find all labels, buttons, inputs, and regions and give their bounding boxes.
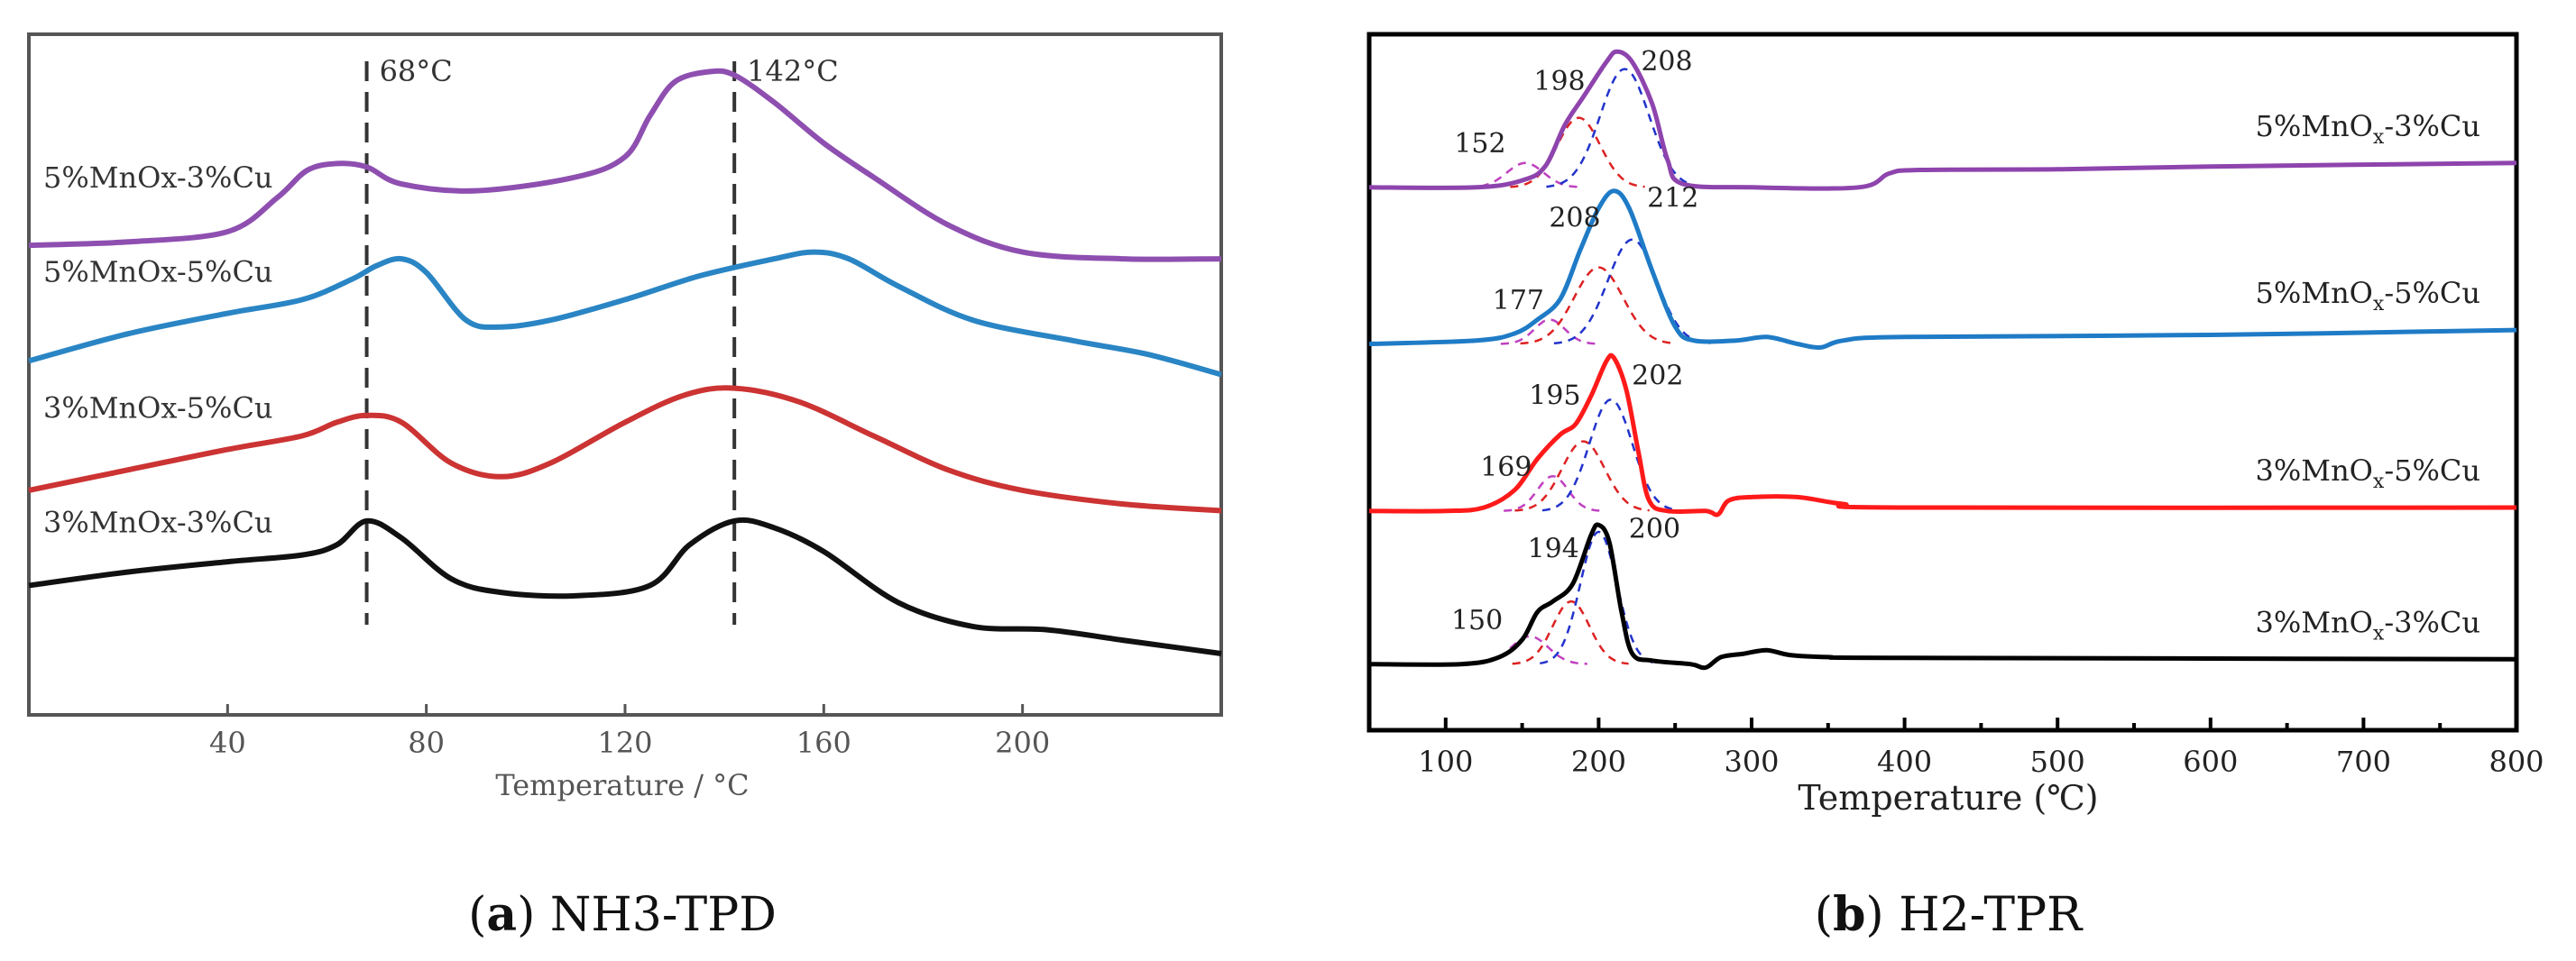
panel-b-peak-label: 208 — [1641, 46, 1692, 78]
panel-a-x-ticks: 40 80 120 160 200 — [209, 704, 1050, 760]
panel-b-frame — [1366, 32, 2519, 733]
panel-b-series-label-subscript: x — [2373, 471, 2385, 493]
panel-a-series-label: 3%MnOx-5%Cu — [43, 391, 273, 426]
panel-a-x-axis-label: Temperature / °C — [495, 768, 749, 802]
panel-b-series-line — [1368, 49, 2517, 191]
panel-a-frame — [27, 32, 1223, 717]
panel-b-series-label-subscript: x — [2373, 293, 2385, 316]
panel-b-peak-label: 177 — [1493, 285, 1544, 316]
panel-b-series: 1521982085%MnOx-3%Cu1772082125%MnOx-5%Cu… — [1368, 46, 2517, 671]
panel-a-series-line — [28, 249, 1222, 378]
panel-b-series-line — [1368, 352, 2517, 517]
panel-a-series: 5%MnOx-3%Cu 5%MnOx-5%Cu 3%MnOx-5%Cu 3%MnOx-… — [28, 68, 1222, 656]
panel-a-x-tick-label: 40 — [209, 726, 246, 760]
panel-b-x-tick-label: 600 — [2183, 745, 2238, 779]
panel-b-peak-label: 198 — [1533, 66, 1585, 97]
panel-b-series-label: 5%MnOx-3%Cu — [2256, 109, 2480, 149]
panel-a-reference-label: 68°C — [380, 54, 453, 88]
panel-b-series-line — [1368, 188, 2517, 350]
panel-b-x-tick-label: 400 — [1877, 745, 1932, 779]
panel-a-series-label: 3%MnOx-3%Cu — [43, 506, 273, 540]
panel-b-h2-tpr: 100 200 300 400 500 600 700 800 1521982085%MnOx… — [1366, 32, 2544, 942]
panel-b-component-peak — [1504, 474, 1602, 512]
panel-b-component-peak — [1520, 266, 1677, 345]
panel-b-caption: (b) H2-TPR — [1815, 887, 2084, 942]
panel-a-series-line — [28, 385, 1222, 514]
panel-b-component-peak — [1546, 68, 1703, 188]
panel-b-series-label-part: 3%MnO — [2256, 605, 2373, 639]
panel-b-component-peak — [1512, 599, 1629, 665]
panel-b-series-line — [1368, 522, 2517, 671]
panel-b-component-peak — [1500, 318, 1599, 345]
panel-b-peak-label: 152 — [1454, 128, 1505, 160]
panel-b-x-tick-label: 800 — [2489, 745, 2544, 779]
panel-a-reference-label: 142°C — [747, 54, 839, 88]
panel-a-series-line — [28, 68, 1222, 262]
panel-b-series-label-subscript: x — [2373, 126, 2385, 149]
panel-a-caption-letter: a — [486, 887, 517, 942]
panel-b-x-ticks: 100 200 300 400 500 600 700 800 — [1418, 718, 2544, 779]
panel-b-peak-label: 169 — [1480, 452, 1532, 483]
panel-b-component-peak — [1514, 440, 1650, 512]
panel-b-peak-label: 208 — [1549, 203, 1600, 234]
panel-b-series-label-part: -5%Cu — [2384, 276, 2480, 310]
panel-a-x-tick-label: 200 — [995, 726, 1050, 760]
panel-b-series-label-part: 3%MnO — [2256, 453, 2373, 488]
panel-b-x-axis-label: Temperature (℃) — [1798, 778, 2098, 818]
panel-b-series-label: 3%MnOx-5%Cu — [2256, 453, 2480, 493]
panel-b-peak-label: 202 — [1632, 360, 1683, 391]
panel-b-caption-text: H2-TPR — [1899, 888, 2084, 942]
panel-b-x-tick-label: 500 — [2030, 745, 2085, 779]
panel-b-peak-label: 194 — [1528, 533, 1579, 564]
panel-b-series-label-subscript: x — [2373, 622, 2385, 645]
panel-b-series-label-part: 5%MnO — [2256, 276, 2373, 310]
panel-b-x-tick-label: 300 — [1724, 745, 1779, 779]
panel-a-x-tick-label: 120 — [597, 726, 652, 760]
panel-b-peak-label: 150 — [1451, 605, 1503, 636]
panel-a-series-label: 5%MnOx-3%Cu — [43, 160, 273, 195]
panel-a-reference-lines: 68°C 142°C — [364, 54, 839, 625]
panel-b-peak-label: 200 — [1629, 513, 1680, 545]
panel-b-component-peak — [1541, 398, 1678, 512]
panel-b-peak-label: 195 — [1529, 380, 1580, 411]
panel-a-series-line — [28, 517, 1222, 656]
panel-a-caption-text: NH3-TPD — [550, 888, 777, 942]
panel-b-series-label-part: -3%Cu — [2384, 605, 2480, 639]
panel-b-x-tick-label: 700 — [2336, 745, 2391, 779]
panel-b-component-peak — [1553, 238, 1711, 345]
panel-a-series-label: 5%MnOx-5%Cu — [43, 255, 273, 289]
panel-b-series-label: 3%MnOx-3%Cu — [2256, 605, 2480, 645]
panel-b-series-label: 5%MnOx-5%Cu — [2256, 276, 2480, 316]
panel-a-x-tick-label: 80 — [408, 726, 445, 760]
panel-b-component-peak — [1540, 530, 1657, 665]
panel-b-component-peak — [1510, 116, 1645, 188]
panel-a-caption: (a) NH3-TPD — [468, 887, 777, 942]
panel-b-caption-letter: b — [1833, 887, 1865, 942]
panel-b-series-label-part: -5%Cu — [2384, 453, 2480, 488]
panel-b-peak-label: 212 — [1647, 183, 1698, 215]
panel-b-series-label-part: 5%MnO — [2256, 109, 2373, 143]
panel-a-nh3-tpd: 40 80 120 160 200 68°C 142°C 5%MnOx-3%Cu5%MnO… — [27, 32, 1223, 942]
panel-b-x-tick-label: 100 — [1418, 745, 1473, 779]
panel-b-x-tick-label: 200 — [1571, 745, 1626, 779]
panel-a-x-tick-label: 160 — [796, 726, 851, 760]
panel-b-series-label-part: -3%Cu — [2384, 109, 2480, 143]
